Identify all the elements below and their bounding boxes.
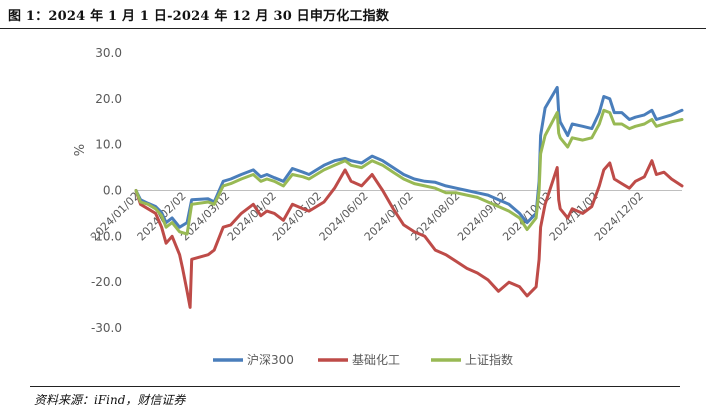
y-tick-label: 0.0 [103, 184, 122, 198]
series-line-3 [134, 108, 684, 236]
series-line-2 [134, 159, 684, 309]
legend-label: 上证指数 [465, 352, 513, 367]
y-tick-label: 20.0 [95, 92, 122, 106]
x-tick-label: 2024/12/02 [592, 189, 646, 243]
y-tick-label: -10.0 [91, 229, 122, 243]
series-layer [134, 85, 684, 309]
y-axis-ticks: 30.0 20.0 10.0 0.0 -10.0 -20.0 -30.0 [91, 46, 122, 335]
legend: 沪深300 基础化工 上证指数 [213, 352, 513, 367]
y-tick-label: 30.0 [95, 46, 122, 60]
source-note: 资料来源：iFind，财信证券 [34, 393, 186, 407]
y-tick-label: 10.0 [95, 138, 122, 152]
legend-label: 基础化工 [352, 353, 400, 367]
x-tick-label: 2024/08/02 [408, 189, 462, 243]
legend-label: 沪深300 [247, 353, 294, 367]
source-rule [30, 386, 680, 387]
y-tick-label: -30.0 [91, 321, 122, 335]
y-tick-label: -20.0 [91, 275, 122, 289]
figure-title: 图 1：2024 年 1 月 1 日-2024 年 12 月 30 日申万化工指… [8, 9, 390, 24]
y-axis-label: % [73, 144, 88, 156]
title-rule [0, 28, 706, 29]
x-tick-label: 2024/07/02 [362, 189, 416, 243]
